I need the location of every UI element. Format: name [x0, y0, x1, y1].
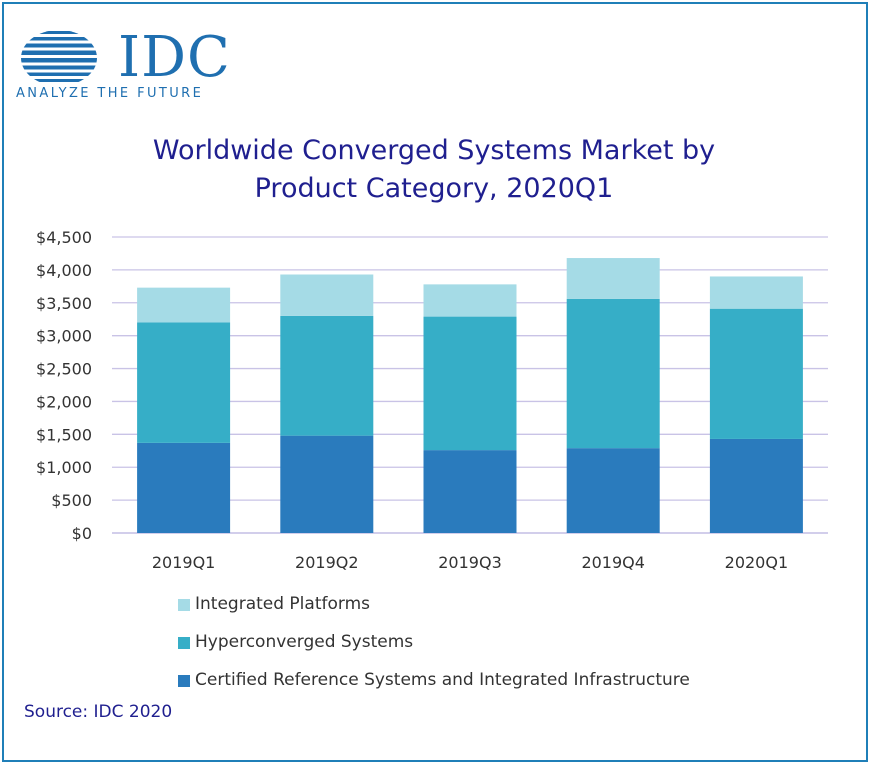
legend-label-hyperconverged-systems: Hyperconverged Systems [195, 632, 414, 652]
y-tick-label: $3,500 [36, 294, 92, 313]
legend-swatch-certified-reference-systems [178, 675, 190, 687]
x-tick-label: 2019Q3 [438, 553, 502, 572]
y-tick-label: $3,000 [36, 327, 92, 346]
legend-swatch-hyperconverged-systems [178, 637, 190, 649]
legend-label-integrated-platforms: Integrated Platforms [195, 594, 370, 614]
y-tick-label: $0 [72, 524, 92, 543]
bar-segment [280, 315, 374, 436]
bar-segment [566, 258, 660, 299]
y-tick-label: $1,500 [36, 425, 92, 444]
bar-segment [280, 435, 374, 533]
source-note: Source: IDC 2020 [24, 702, 173, 722]
y-tick-label: $2,500 [36, 360, 92, 379]
x-tick-label: 2019Q1 [152, 553, 216, 572]
globe-logo-icon [21, 31, 97, 82]
x-tick-label: 2019Q2 [295, 553, 359, 572]
y-tick-label: $4,500 [36, 228, 92, 247]
bar-segment [566, 298, 660, 449]
bar-segment [566, 448, 660, 533]
y-tick-label: $4,000 [36, 261, 92, 280]
bar-segment [423, 316, 517, 451]
x-tick-label: 2019Q4 [581, 553, 645, 572]
stacked-bar-chart: $0 $500 $1,000 $1,500 $2,000 $2,500 $3,000 $3,5… [36, 228, 828, 572]
logo-tagline: ANALYZE THE FUTURE [16, 86, 204, 101]
bar-segment [137, 322, 231, 443]
chart-title: Worldwide Converged Systems Market by Pr… [0, 132, 868, 208]
bar-segment [137, 287, 231, 323]
legend-swatch-integrated-platforms [178, 599, 190, 611]
logo-wordmark: IDC [118, 25, 231, 90]
bar-segment [423, 450, 517, 533]
bar-segment [280, 274, 374, 316]
bar-segment [709, 438, 803, 533]
chart-title-line-2: Product Category, 2020Q1 [254, 173, 614, 204]
x-tick-label: 2020Q1 [725, 553, 789, 572]
chart-title-line-1: Worldwide Converged Systems Market by [152, 135, 716, 166]
idc-logo: IDC ANALYZE THE FUTURE [14, 24, 230, 104]
bar-segment [709, 276, 803, 309]
legend-label-certified-reference-systems: Certified Reference Systems and Integrat… [195, 670, 690, 690]
bar-segment [137, 442, 231, 533]
bar-segment [423, 284, 517, 317]
y-tick-label: $2,000 [36, 392, 92, 411]
y-tick-label: $1,000 [36, 458, 92, 477]
y-tick-label: $500 [51, 491, 92, 510]
bar-segment [709, 308, 803, 439]
